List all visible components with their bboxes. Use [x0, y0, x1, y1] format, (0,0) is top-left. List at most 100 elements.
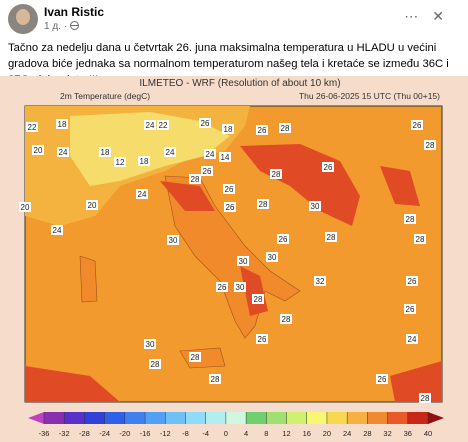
label-box	[419, 393, 431, 403]
colorbar-label: 16	[303, 429, 311, 438]
contour-label: 30	[236, 283, 245, 292]
contour-label: 28	[282, 315, 291, 324]
label-box	[32, 145, 44, 155]
label-box	[201, 166, 213, 176]
colorbar-label: 24	[343, 429, 351, 438]
label-box	[199, 118, 211, 128]
label-box	[270, 169, 282, 179]
contour-label: 24	[138, 190, 147, 199]
hot-po	[160, 181, 215, 211]
label-box	[314, 276, 326, 286]
colorbar-label: 8	[264, 429, 268, 438]
colorbar-segment	[367, 412, 389, 424]
map-variable: 2m Temperature (degC)	[60, 91, 150, 101]
map-valid-time: Thu 26-06-2025 15 UTC (Thu 00+15)	[299, 91, 440, 101]
label-box	[144, 339, 156, 349]
label-box	[223, 184, 235, 194]
contour-label: 18	[224, 125, 233, 134]
colorbar-label: 0	[224, 429, 228, 438]
contour-label: 18	[58, 120, 67, 129]
colorbar-segment	[185, 412, 207, 424]
contour-label: 12	[116, 158, 125, 167]
contour-label: 24	[146, 121, 155, 130]
contour-label: 26	[201, 119, 210, 128]
colorbar-label: -12	[160, 429, 171, 438]
colorbar-label: 32	[383, 429, 391, 438]
colorbar-segment	[64, 412, 85, 424]
contour-label: 30	[268, 253, 277, 262]
globe-icon	[69, 21, 79, 30]
label-box	[224, 202, 236, 212]
contour-label: 18	[140, 157, 149, 166]
contour-label: 26	[218, 283, 227, 292]
label-box	[189, 352, 201, 362]
contour-label: 24	[206, 150, 215, 159]
label-box	[167, 235, 179, 245]
label-box	[404, 214, 416, 224]
contour-label: 26	[279, 235, 288, 244]
post-actions[interactable]: ⋯✕	[404, 8, 458, 24]
colorbar-label: 4	[244, 429, 248, 438]
label-box	[277, 234, 289, 244]
label-box	[309, 201, 321, 211]
colorbar-segment	[347, 412, 368, 424]
contour-label: 28	[416, 235, 425, 244]
label-box	[157, 120, 169, 130]
colorbar-segment	[44, 412, 65, 424]
avatar[interactable]	[8, 4, 38, 34]
label-box	[266, 252, 278, 262]
label-box	[411, 120, 423, 130]
label-box	[237, 256, 249, 266]
post-header: Ivan Ristic 1 д. · ⋯✕	[0, 0, 468, 38]
label-box	[216, 282, 228, 292]
post-text: Tačno za nedelju dana u četvrtak 26. jun…	[8, 42, 449, 86]
contour-label: 30	[146, 340, 155, 349]
label-box	[144, 120, 156, 130]
italy	[164, 175, 301, 339]
contour-label: 18	[101, 148, 110, 157]
colorbar-segment	[326, 412, 348, 424]
contour-label: 26	[203, 167, 212, 176]
colorbar-segment	[84, 412, 106, 424]
label-box	[279, 123, 291, 133]
weather-map[interactable]: ILMETEO - WRF (Resolution of about 10 km…	[0, 76, 468, 442]
post-meta: 1 д. ·	[44, 21, 79, 32]
label-box	[252, 294, 264, 304]
contour-label: 28	[151, 360, 160, 369]
colorbar-segment	[225, 412, 247, 424]
colorbar-label: -36	[39, 429, 50, 438]
contour-label: 28	[272, 170, 281, 179]
label-box	[114, 157, 126, 167]
contour-label: 20	[88, 201, 97, 210]
colorbar-end	[28, 412, 44, 424]
label-box	[256, 334, 268, 344]
label-box	[209, 374, 221, 384]
colorbar-end	[428, 412, 444, 424]
contour-label: 28	[191, 175, 200, 184]
label-box	[414, 234, 426, 244]
contour-label: 24	[408, 335, 417, 344]
label-box	[404, 304, 416, 314]
colorbar-label: -4	[202, 429, 209, 438]
author[interactable]: Ivan Ristic	[44, 5, 105, 19]
contour-label: 26	[413, 121, 422, 130]
colorbar-segment	[104, 412, 126, 424]
contour-label: 22	[159, 121, 168, 130]
time[interactable]: 1 д.	[44, 21, 61, 32]
contour-label: 24	[59, 148, 68, 157]
colorbar-segment	[286, 412, 308, 424]
colorbar-label: -8	[182, 429, 189, 438]
separator: ·	[63, 21, 68, 32]
contour-label: 26	[324, 163, 333, 172]
label-box	[86, 200, 98, 210]
colorbar-label: -24	[99, 429, 110, 438]
contour-label: 28	[281, 124, 290, 133]
label-box	[406, 334, 418, 344]
label-box	[256, 125, 268, 135]
hot-se	[390, 361, 442, 402]
colorbar-label: -28	[79, 429, 90, 438]
label-box	[222, 124, 234, 134]
contour-label: 30	[311, 202, 320, 211]
